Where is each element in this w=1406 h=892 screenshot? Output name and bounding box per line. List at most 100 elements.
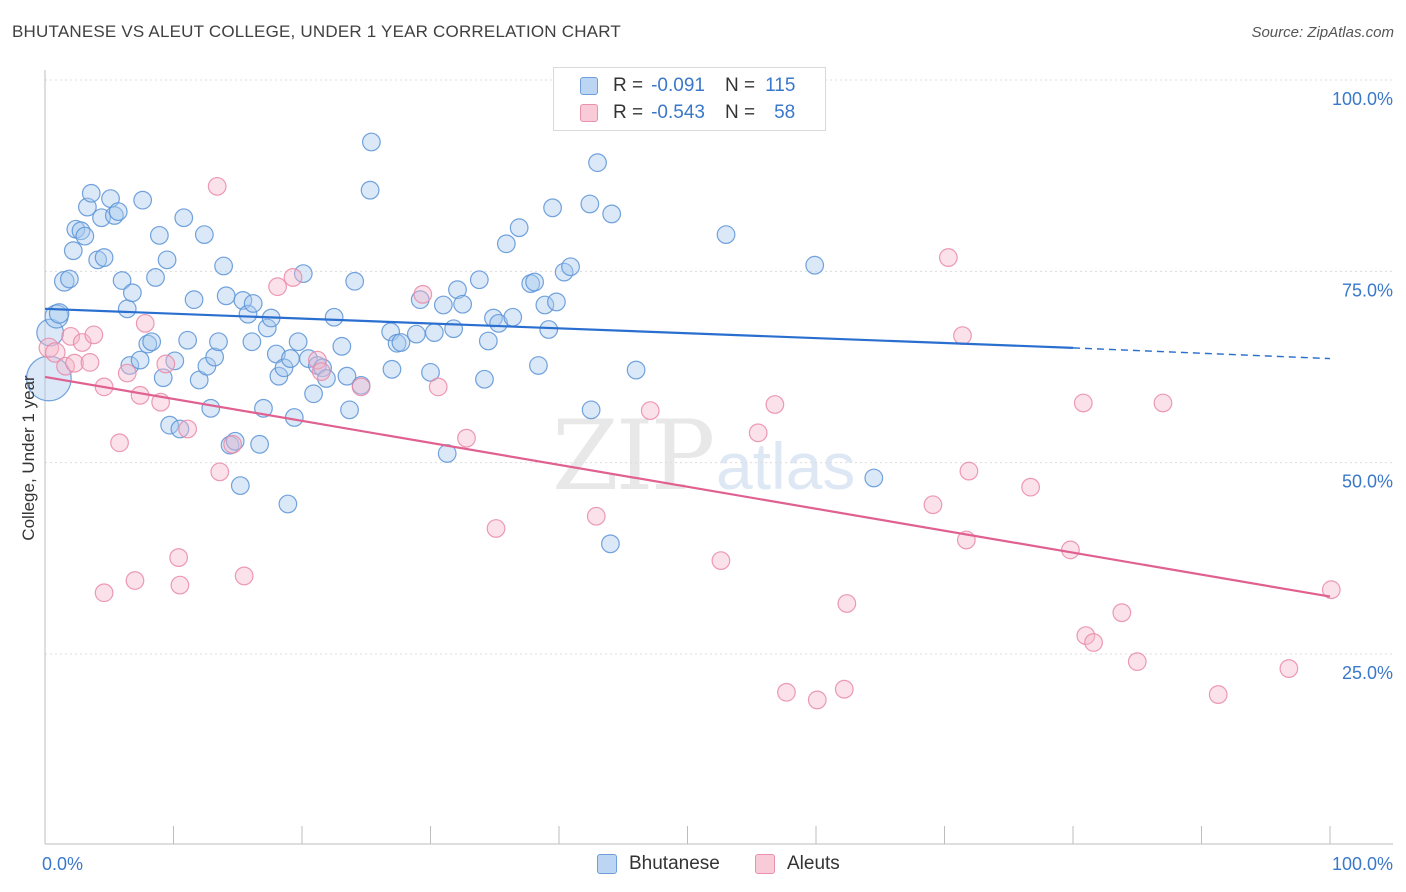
data-point-bhutanese — [257, 318, 277, 338]
data-point-bhutanese — [120, 356, 140, 375]
data-point-bhutanese — [448, 280, 467, 300]
data-point-aleuts — [308, 350, 327, 370]
data-point-aleuts — [1321, 580, 1341, 600]
data-point-bhutanese — [444, 319, 464, 339]
data-point-aleuts — [777, 682, 796, 702]
data-point-bhutanese — [489, 313, 509, 333]
data-point-bhutanese — [581, 400, 601, 420]
trend-lines — [44, 307, 1331, 598]
data-point-aleuts — [169, 548, 189, 567]
data-point-aleuts — [640, 401, 660, 421]
data-point-aleuts — [170, 575, 190, 595]
data-point-aleuts — [1279, 659, 1299, 678]
data-point-bhutanese — [60, 269, 79, 289]
data-point-aleuts — [110, 433, 129, 453]
data-point-bhutanese — [469, 270, 489, 290]
data-point-aleuts — [586, 506, 606, 526]
data-point-aleuts — [210, 462, 230, 482]
data-point-bhutanese — [117, 299, 137, 319]
trend-line-aleuts — [44, 375, 1331, 598]
data-point-aleuts — [923, 495, 943, 515]
data-point-bhutanese — [146, 268, 165, 287]
data-point-aleuts — [837, 594, 857, 613]
data-point-bhutanese — [324, 307, 344, 327]
data-point-aleuts — [486, 519, 506, 538]
data-point-bhutanese — [588, 153, 607, 173]
data-point-bhutanese — [337, 366, 357, 386]
data-point-aleuts — [72, 333, 92, 352]
y-tick-label: 75.0% — [1342, 280, 1393, 300]
data-point-bhutanese — [547, 292, 566, 312]
y-axis-title: College, Under 1 year — [19, 375, 38, 541]
data-point-bhutanese — [194, 225, 214, 244]
data-point-bhutanese — [391, 333, 411, 352]
legend-n-value: 115 — [765, 75, 796, 96]
data-point-aleuts — [178, 419, 198, 439]
data-point-aleuts — [711, 551, 731, 571]
data-point-bhutanese — [250, 434, 269, 454]
data-point-aleuts — [125, 571, 145, 590]
data-point-bhutanese — [525, 272, 544, 292]
data-point-bhutanese — [304, 384, 323, 404]
trend-line-bhutanese — [44, 307, 1074, 349]
data-point-bhutanese — [535, 295, 555, 315]
data-point-aleuts — [117, 363, 137, 383]
data-point-bhutanese — [149, 225, 169, 245]
data-point-aleuts — [84, 325, 104, 345]
data-point-bhutanese — [433, 295, 453, 315]
data-point-aleuts — [807, 690, 827, 710]
data-point-aleuts — [1073, 393, 1093, 413]
data-point-bhutanese — [281, 349, 300, 368]
data-point-aleuts — [135, 313, 155, 333]
bottom-legend-label-bhutanese: Bhutanese — [629, 853, 720, 874]
data-point-bhutanese — [340, 400, 359, 420]
legend-r-value: -0.091 — [651, 75, 705, 96]
data-point-aleuts — [1021, 477, 1040, 497]
watermark-zip: ZIP — [552, 400, 715, 512]
data-point-bhutanese — [108, 202, 128, 222]
data-point-aleuts — [1112, 603, 1132, 623]
data-point-bhutanese — [509, 218, 529, 238]
data-point-bhutanese — [716, 225, 736, 244]
data-point-bhutanese — [360, 180, 380, 200]
data-point-bhutanese — [529, 356, 548, 375]
data-point-bhutanese — [214, 256, 234, 276]
data-point-bhutanese — [112, 271, 132, 290]
data-point-bhutanese — [561, 257, 580, 277]
data-point-bhutanese — [209, 332, 228, 352]
legend-r-value: -0.543 — [651, 102, 705, 123]
legend-n-value: 58 — [774, 102, 796, 123]
data-point-bhutanese — [278, 494, 298, 514]
bottom-legend-bhutanese: Bhutanese — [597, 851, 720, 877]
data-point-aleuts — [223, 434, 243, 454]
legend-n-label: N = — [724, 75, 756, 96]
data-point-bhutanese — [130, 350, 150, 370]
data-point-bhutanese — [81, 183, 101, 203]
data-point-bhutanese — [63, 241, 83, 261]
data-point-bhutanese — [406, 324, 426, 344]
data-point-bhutanese — [539, 320, 559, 339]
legend-row-bhutanese: R = -0.091 N = 115 — [580, 74, 795, 98]
data-point-bhutanese — [94, 248, 114, 267]
data-point-aleuts — [1061, 540, 1080, 560]
data-point-aleuts — [1208, 685, 1228, 704]
data-point-aleuts — [959, 461, 979, 481]
axes — [44, 70, 1393, 845]
data-point-bhutanese — [288, 332, 308, 352]
data-point-bhutanese — [421, 362, 440, 382]
data-point-bhutanese — [478, 331, 498, 351]
legend-r-label: R = — [613, 75, 644, 96]
data-point-bhutanese — [205, 347, 225, 367]
data-point-aleuts — [748, 423, 768, 443]
data-point-bhutanese — [805, 255, 825, 275]
data-point-bhutanese — [424, 323, 444, 342]
data-point-aleuts — [428, 377, 448, 397]
data-point-aleuts — [311, 362, 331, 381]
data-point-bhutanese — [238, 304, 258, 324]
data-point-bhutanese — [345, 271, 365, 291]
data-point-bhutanese — [332, 336, 352, 356]
data-point-aleuts — [156, 354, 176, 374]
legend-r-label: R = — [613, 102, 644, 123]
data-point-aleuts — [234, 566, 254, 586]
